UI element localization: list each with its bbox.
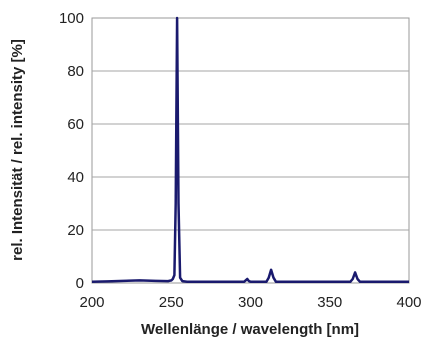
x-tick-label: 400 xyxy=(396,294,421,311)
x-tick-label: 200 xyxy=(79,294,104,311)
plot-area xyxy=(91,17,410,284)
y-tick-label: 0 xyxy=(76,275,84,292)
y-tick-label: 80 xyxy=(67,63,84,80)
grid xyxy=(92,70,409,231)
y-tick-label: 40 xyxy=(67,169,84,186)
y-axis-title: rel. Intensität / rel. intensity [%] xyxy=(9,39,26,261)
spectrum-line xyxy=(91,16,409,283)
y-tick-label: 60 xyxy=(67,116,84,133)
series-layer xyxy=(91,16,409,283)
x-axis-title: Wellenlänge / wavelength [nm] xyxy=(141,321,359,338)
tick-labels: 0 20 40 60 80 100 200 250 300 350 400 xyxy=(59,10,422,311)
y-tick-label: 100 xyxy=(59,10,84,27)
x-tick-label: 300 xyxy=(238,294,263,311)
x-tick-label: 250 xyxy=(159,294,184,311)
y-tick-label: 20 xyxy=(67,222,84,239)
x-tick-label: 350 xyxy=(317,294,342,311)
